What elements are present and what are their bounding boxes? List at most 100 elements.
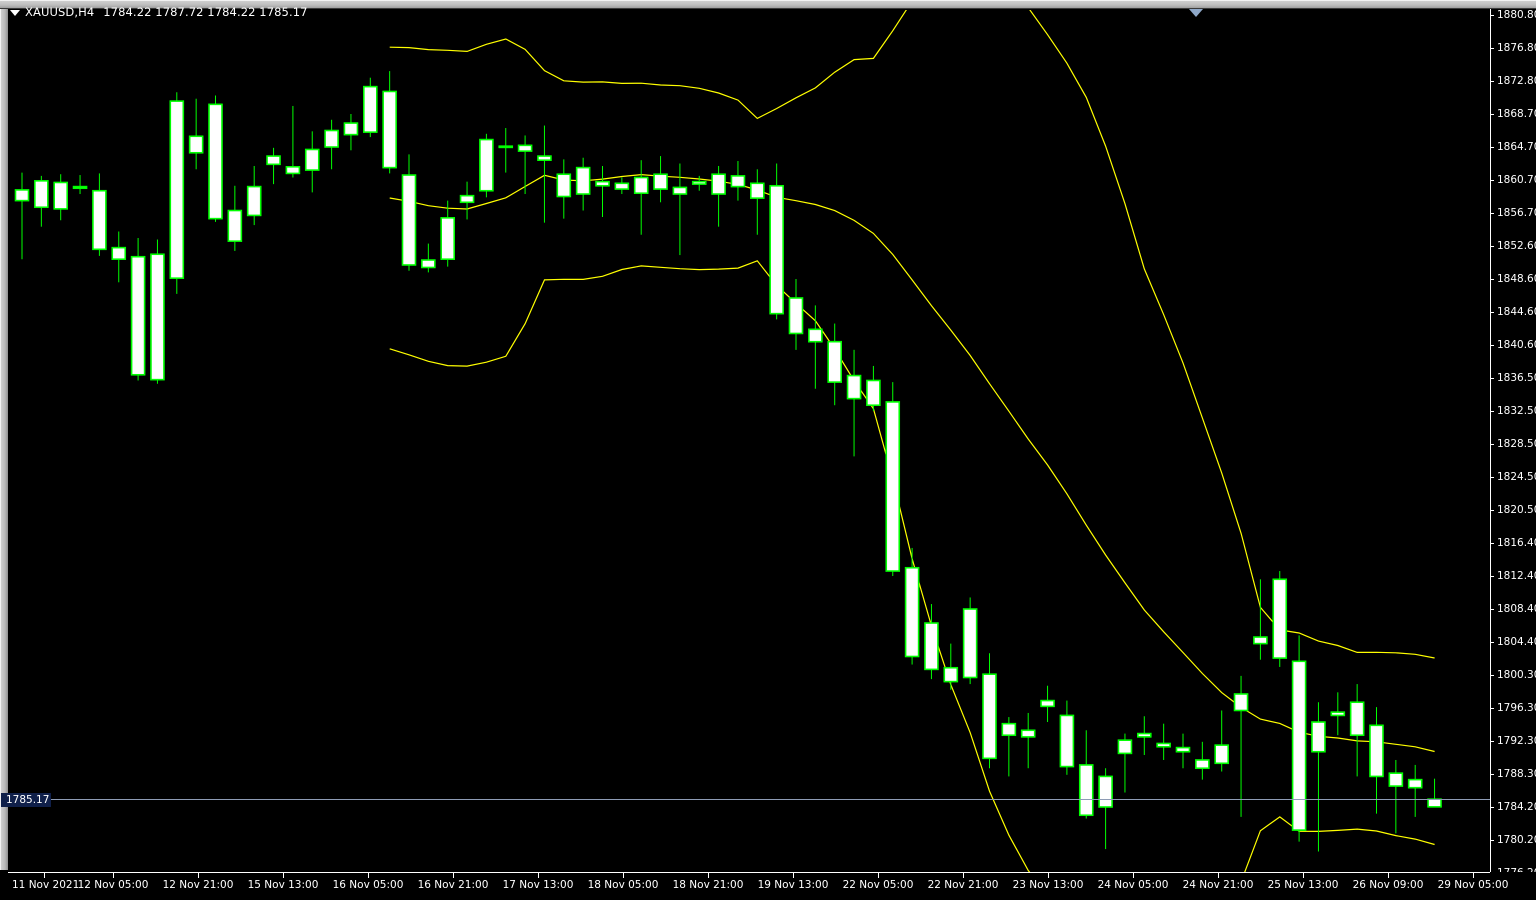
time-tick-label: 12 Nov 05:00	[77, 879, 149, 891]
candle-body	[1349, 701, 1365, 737]
time-tick-label: 24 Nov 05:00	[1097, 879, 1169, 891]
candle-body	[343, 122, 359, 136]
candle-body	[1330, 711, 1346, 717]
candle-body	[672, 186, 688, 195]
current-price-line	[8, 799, 1490, 800]
chevron-down-icon[interactable]	[10, 9, 20, 16]
time-axis[interactable]: 11 Nov 2021 12 Nov 05:00 12 Nov 21:00 15 No…	[8, 872, 1536, 900]
price-tick	[1490, 345, 1494, 346]
time-tick-label: 16 Nov 21:00	[417, 879, 489, 891]
candle-body	[208, 103, 223, 220]
candle-body	[1233, 693, 1249, 712]
candle-body	[1427, 798, 1442, 808]
time-tick	[793, 873, 794, 878]
candle-body	[382, 90, 397, 169]
price-tick-label: 1832.50	[1497, 405, 1536, 417]
price-tick-label: 1856.70	[1497, 207, 1536, 219]
candle-body	[808, 328, 823, 343]
chart-symbol-label: XAUUSD,H4	[25, 5, 95, 19]
candle-body	[885, 401, 901, 572]
price-tick-label: 1852.60	[1497, 240, 1536, 252]
candle-body	[440, 217, 456, 261]
time-tick	[963, 873, 964, 878]
time-tick-label: 29 Nov 05:00	[1437, 879, 1509, 891]
candle-body	[304, 148, 320, 171]
time-tick	[1048, 873, 1049, 878]
time-tick-label: 18 Nov 21:00	[672, 879, 744, 891]
price-tick	[1490, 444, 1494, 445]
price-tick	[1490, 708, 1494, 709]
chart-shift-marker[interactable]	[1189, 9, 1203, 17]
time-tick	[623, 873, 624, 878]
price-tick-label: 1836.50	[1497, 372, 1536, 384]
price-tick-label: 1812.40	[1497, 570, 1536, 582]
chart-ohlc-values: 1784.22 1787.72 1784.22 1785.17	[103, 5, 308, 19]
candle-body	[1117, 739, 1133, 755]
candlestick-series	[14, 71, 1442, 852]
candle-body	[246, 185, 262, 217]
time-tick	[1473, 873, 1474, 878]
price-tick	[1490, 807, 1494, 808]
candle-body	[1407, 778, 1423, 789]
candle-body	[498, 145, 514, 149]
price-tick-label: 1824.50	[1497, 471, 1536, 483]
price-tick	[1490, 312, 1494, 313]
candle-body	[169, 100, 185, 279]
price-tick	[1490, 543, 1494, 544]
candle-body	[1253, 636, 1268, 645]
candle-body	[1214, 744, 1229, 765]
candle-body	[1156, 742, 1171, 748]
candle-body	[1059, 714, 1075, 768]
horizontal-scrollbar[interactable]	[0, 0, 1536, 9]
price-tick	[1490, 213, 1494, 214]
price-tick	[1490, 15, 1494, 16]
price-tick	[1490, 411, 1494, 412]
time-tick	[1303, 873, 1304, 878]
candle-body	[14, 189, 30, 202]
time-tick-label: 15 Nov 13:00	[247, 879, 319, 891]
time-tick	[368, 873, 369, 878]
time-tick	[1218, 873, 1219, 878]
candle-body	[227, 209, 243, 242]
price-tick-label: 1780.20	[1497, 834, 1536, 846]
vertical-scrollbar[interactable]	[0, 9, 8, 870]
candle-body	[1040, 699, 1055, 708]
candle-body	[34, 180, 49, 209]
time-tick-label: 22 Nov 05:00	[842, 879, 914, 891]
price-tick	[1490, 774, 1494, 775]
price-tick-label: 1808.40	[1497, 603, 1536, 615]
price-tick	[1490, 147, 1494, 148]
candle-body	[653, 173, 668, 190]
candle-body	[53, 181, 69, 210]
candle-body	[479, 138, 494, 192]
time-tick-label: 23 Nov 13:00	[1012, 879, 1084, 891]
price-tick	[1490, 741, 1494, 742]
price-tick-label: 1820.50	[1497, 504, 1536, 516]
price-tick	[1490, 279, 1494, 280]
candle-body	[324, 129, 339, 148]
price-tick	[1490, 477, 1494, 478]
candle-body	[285, 166, 301, 175]
candle-body	[1291, 660, 1307, 831]
candle-body	[769, 184, 784, 315]
price-axis[interactable]: 1880.80 1876.80 1872.80 1868.70 1864.70 1860.…	[1490, 9, 1536, 879]
candle-body	[556, 173, 572, 198]
price-tick-label: 1844.60	[1497, 306, 1536, 318]
candle-body	[595, 180, 610, 187]
candle-body	[188, 135, 204, 154]
time-tick	[1388, 873, 1389, 878]
price-tick-label: 1840.60	[1497, 339, 1536, 351]
candle-body	[633, 176, 649, 194]
price-tick-label: 1848.60	[1497, 273, 1536, 285]
time-tick-label: 22 Nov 21:00	[927, 879, 999, 891]
time-tick-label: 19 Nov 13:00	[757, 879, 829, 891]
candle-body	[130, 255, 146, 376]
candle-body	[421, 259, 436, 269]
candle-body	[691, 180, 707, 185]
price-tick-label: 1800.30	[1497, 669, 1536, 681]
price-tick	[1490, 609, 1494, 610]
chart-plot-area[interactable]	[8, 10, 1490, 872]
candle-body	[575, 166, 591, 195]
price-tick-label: 1792.30	[1497, 735, 1536, 747]
